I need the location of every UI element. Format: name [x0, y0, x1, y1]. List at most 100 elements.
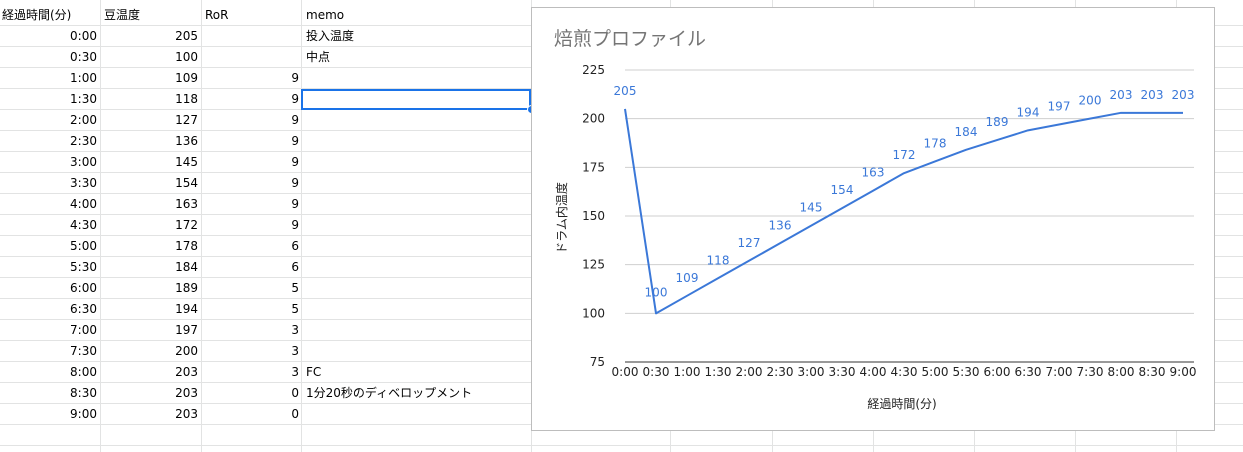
- cell-bean-temp[interactable]: 136: [175, 134, 198, 148]
- cell-memo[interactable]: 投入温度: [306, 29, 355, 43]
- x-tick-label: 7:30: [1077, 365, 1104, 379]
- cell-ror[interactable]: [201, 26, 302, 46]
- cell-time[interactable]: 0:00: [70, 29, 97, 43]
- cell-memo[interactable]: [302, 194, 532, 214]
- cell-bean-temp[interactable]: 163: [175, 197, 198, 211]
- header-cell-memo[interactable]: memo: [306, 8, 345, 22]
- x-tick-label: 5:30: [953, 365, 980, 379]
- cell-ror[interactable]: [201, 47, 302, 67]
- cell-ror[interactable]: 9: [291, 176, 299, 190]
- cell-time[interactable]: 5:00: [70, 239, 97, 253]
- x-tick-label: 8:00: [1108, 365, 1135, 379]
- cell-memo[interactable]: [302, 278, 532, 298]
- cell-time[interactable]: 1:30: [70, 92, 97, 106]
- cell-time[interactable]: 1:00: [70, 71, 97, 85]
- y-tick-label: 200: [582, 112, 605, 126]
- cell-ror[interactable]: 3: [291, 344, 299, 358]
- cell-bean-temp[interactable]: 203: [175, 407, 198, 421]
- cell-memo[interactable]: 1分20秒のディベロップメント: [306, 386, 473, 400]
- cell-bean-temp[interactable]: 184: [175, 260, 198, 274]
- cell-ror[interactable]: 9: [291, 71, 299, 85]
- cell-bean-temp[interactable]: 145: [175, 155, 198, 169]
- cell-bean-temp[interactable]: 203: [175, 365, 198, 379]
- x-axis-title: 経過時間(分): [867, 397, 936, 411]
- cell-time[interactable]: 8:00: [70, 365, 97, 379]
- cell-bean-temp[interactable]: 200: [175, 344, 198, 358]
- cell-memo[interactable]: [302, 68, 532, 88]
- cell-time[interactable]: 4:00: [70, 197, 97, 211]
- column-divider: [201, 0, 202, 452]
- cell-time[interactable]: 0:30: [70, 50, 97, 64]
- cell-bean-temp[interactable]: 172: [175, 218, 198, 232]
- cell-ror[interactable]: 0: [291, 386, 299, 400]
- data-label: 127: [738, 236, 761, 250]
- cell-time[interactable]: 3:30: [70, 176, 97, 190]
- cell-time[interactable]: 2:00: [70, 113, 97, 127]
- cell-memo[interactable]: [302, 341, 532, 361]
- cell-time[interactable]: 7:00: [70, 323, 97, 337]
- cell-bean-temp[interactable]: 194: [175, 302, 198, 316]
- x-tick-label: 0:00: [612, 365, 639, 379]
- data-label: 194: [1017, 105, 1040, 119]
- y-tick-label: 225: [582, 63, 605, 77]
- header-cell-bean-temp[interactable]: 豆温度: [104, 8, 141, 22]
- cell-memo[interactable]: [302, 299, 532, 319]
- cell-bean-temp[interactable]: 100: [175, 50, 198, 64]
- cell-time[interactable]: 6:30: [70, 302, 97, 316]
- cell-time[interactable]: 2:30: [70, 134, 97, 148]
- cell-ror[interactable]: 6: [291, 260, 299, 274]
- cell-memo[interactable]: [302, 404, 532, 424]
- cell-memo[interactable]: [302, 152, 532, 172]
- x-tick-label: 3:00: [798, 365, 825, 379]
- cell-memo[interactable]: [302, 320, 532, 340]
- x-tick-label: 2:30: [767, 365, 794, 379]
- cell-memo[interactable]: [302, 236, 532, 256]
- data-label: 197: [1048, 100, 1071, 114]
- cell-bean-temp[interactable]: 118: [175, 92, 198, 106]
- cell-memo[interactable]: [302, 131, 532, 151]
- data-label: 163: [862, 166, 885, 180]
- chart-container[interactable]: 焙煎プロファイル 75 100 125 150 175 200 225 0:00 0:30 1:0…: [531, 7, 1215, 431]
- cell-memo[interactable]: [302, 110, 532, 130]
- x-tick-label: 9:00: [1170, 365, 1197, 379]
- cell-memo[interactable]: [302, 215, 532, 235]
- selected-cell[interactable]: [301, 89, 531, 110]
- cell-ror[interactable]: 6: [291, 239, 299, 253]
- cell-ror[interactable]: 3: [291, 323, 299, 337]
- cell-bean-temp[interactable]: 109: [175, 71, 198, 85]
- header-cell-ror[interactable]: RoR: [205, 8, 229, 22]
- header-cell-time[interactable]: 経過時間(分): [2, 8, 72, 22]
- cell-bean-temp[interactable]: 197: [175, 323, 198, 337]
- cell-ror[interactable]: 9: [291, 134, 299, 148]
- cell-ror[interactable]: 5: [291, 281, 299, 295]
- cell-bean-temp[interactable]: 203: [175, 386, 198, 400]
- cell-memo[interactable]: [302, 173, 532, 193]
- cell-memo[interactable]: 中点: [306, 50, 331, 64]
- cell-ror[interactable]: 9: [291, 218, 299, 232]
- cell-bean-temp[interactable]: 189: [175, 281, 198, 295]
- cell-time[interactable]: 5:30: [70, 260, 97, 274]
- cell-ror[interactable]: 9: [291, 113, 299, 127]
- cell-ror[interactable]: 9: [291, 92, 299, 106]
- cell-time[interactable]: 7:30: [70, 344, 97, 358]
- cell-memo[interactable]: FC: [306, 365, 322, 379]
- cell-ror[interactable]: 5: [291, 302, 299, 316]
- cell-time[interactable]: 8:30: [70, 386, 97, 400]
- x-tick-label: 6:30: [1015, 365, 1042, 379]
- cell-time[interactable]: 9:00: [70, 407, 97, 421]
- x-tick-label: 5:00: [922, 365, 949, 379]
- cell-bean-temp[interactable]: 178: [175, 239, 198, 253]
- cell-time[interactable]: 3:00: [70, 155, 97, 169]
- cell-memo[interactable]: [302, 257, 532, 277]
- cell-ror[interactable]: 0: [291, 407, 299, 421]
- cell-ror[interactable]: 9: [291, 155, 299, 169]
- cell-bean-temp[interactable]: 205: [175, 29, 198, 43]
- cell-time[interactable]: 4:30: [70, 218, 97, 232]
- cell-time[interactable]: 6:00: [70, 281, 97, 295]
- cell-ror[interactable]: 9: [291, 197, 299, 211]
- data-label: 200: [1079, 94, 1102, 108]
- cell-bean-temp[interactable]: 154: [175, 176, 198, 190]
- cell-ror[interactable]: 3: [291, 365, 299, 379]
- cell-bean-temp[interactable]: 127: [175, 113, 198, 127]
- data-label: 203: [1141, 88, 1164, 102]
